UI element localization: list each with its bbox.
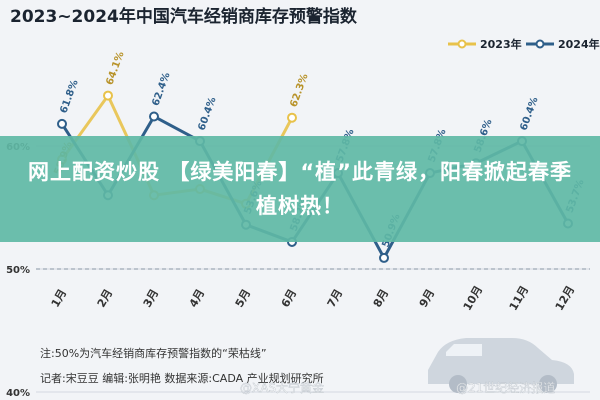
x-tick-label: 4月 xyxy=(187,287,208,310)
headline-banner: 网上配资炒股 【绿美阳春】“植”此青绿，阳春掀起春季植树热！ xyxy=(0,136,600,242)
x-tick-label: 9月 xyxy=(417,287,438,310)
legend-label: 2024年 xyxy=(558,37,600,51)
data-label: 60.4% xyxy=(196,96,218,132)
legend-marker xyxy=(535,39,545,49)
x-tick-label: 3月 xyxy=(141,287,162,310)
data-point xyxy=(103,90,113,101)
legend-marker xyxy=(457,39,467,49)
x-tick-label: 7月 xyxy=(325,287,346,310)
data-label: 64.1% xyxy=(104,50,126,86)
x-axis: 1月 2月 3月 4月 5月 6月 7月 8月 9月 10月 11月 12月 xyxy=(49,284,578,313)
car-illustration xyxy=(428,338,574,393)
car-wheel-front xyxy=(449,375,467,393)
y-tick-label: 40% xyxy=(6,388,30,399)
chart-title: 2023~2024年中国汽车经销商库存预警指数 xyxy=(10,6,358,27)
y-tick-label: 50% xyxy=(6,265,30,276)
data-label: 62.3% xyxy=(288,72,310,108)
data-point xyxy=(57,118,67,129)
legend: 2023年 2024年 xyxy=(448,37,600,51)
x-tick-label: 12月 xyxy=(553,284,577,313)
x-tick-label: 1月 xyxy=(49,287,70,310)
data-label: 61.8% xyxy=(58,79,80,115)
x-tick-label: 8月 xyxy=(371,287,392,310)
watermark-1: @XAS大宁黄金 xyxy=(240,380,324,395)
legend-label: 2023年 xyxy=(480,37,522,51)
data-point xyxy=(287,112,297,123)
footnote-line1: 注:50%为汽车经销商库存预警指数的“荣枯线” xyxy=(40,346,267,360)
data-point xyxy=(149,111,159,122)
watermark-2: @21世纪经济报道 xyxy=(456,380,555,395)
x-tick-label: 6月 xyxy=(279,287,300,310)
car-window xyxy=(446,344,482,356)
x-tick-label: 11月 xyxy=(507,284,531,313)
footnote-line2: 记者:宋豆豆 编辑:张明艳 数据来源:CADA 产业规划研究所 xyxy=(40,371,324,385)
car-wheel-rear xyxy=(539,375,557,393)
x-tick-label: 2月 xyxy=(95,287,116,310)
headline-text: 网上配资炒股 【绿美阳春】“植”此青绿，阳春掀起春季植树热！ xyxy=(28,160,572,218)
data-label: 62.4% xyxy=(150,71,172,107)
data-point xyxy=(379,252,389,263)
x-tick-label: 5月 xyxy=(233,287,254,310)
x-tick-label: 10月 xyxy=(461,284,485,313)
data-label: 60.4% xyxy=(518,96,540,132)
